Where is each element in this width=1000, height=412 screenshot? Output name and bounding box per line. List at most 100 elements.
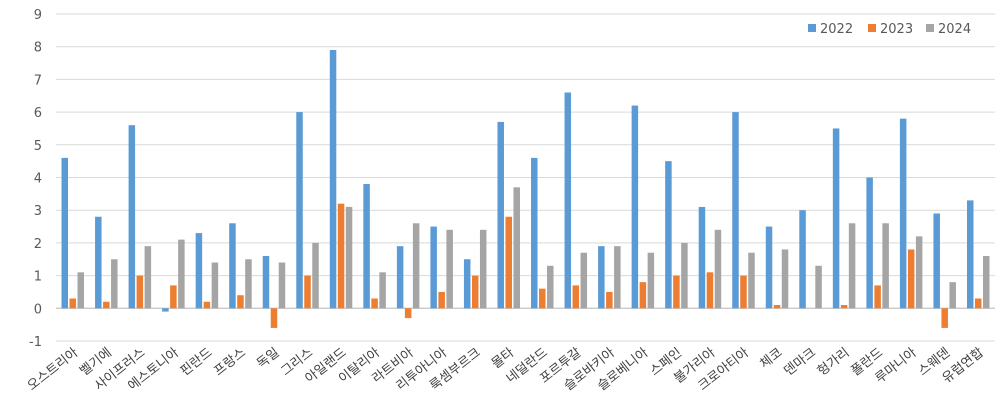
bar-2022-8 [329, 49, 337, 309]
bars [61, 49, 990, 328]
bar-2022-5 [229, 223, 236, 309]
bar-2024-9 [379, 272, 386, 309]
bar-2023-14 [539, 288, 546, 309]
bar-2024-23 [848, 223, 856, 309]
bar-2023-24 [874, 285, 881, 309]
bar-2024-15 [580, 252, 588, 309]
bar-2023-18 [673, 275, 680, 309]
bar-2022-6 [262, 255, 270, 309]
legend-swatch [868, 24, 876, 32]
bar-2022-19 [698, 206, 706, 309]
y-tick-label: 5 [34, 139, 42, 154]
bar-2024-16 [614, 246, 621, 309]
bar-2023-3 [170, 285, 177, 309]
bar-2022-3 [162, 308, 169, 312]
bar-2023-10 [404, 308, 412, 319]
bar-2022-0 [61, 157, 69, 309]
bar-2023-16 [606, 291, 613, 309]
bar-2024-1 [111, 259, 118, 309]
bar-2024-14 [547, 265, 554, 309]
y-tick-label: 2 [34, 237, 42, 252]
bar-2022-4 [195, 233, 203, 309]
bar-2024-8 [345, 206, 353, 309]
y-tick-label: 9 [34, 8, 42, 23]
bar-2022-9 [363, 184, 370, 309]
bar-2023-26 [941, 308, 948, 328]
bar-2024-12 [479, 229, 487, 309]
bar-2022-17 [631, 105, 639, 309]
bar-2024-11 [446, 229, 453, 309]
legend-label: 2023 [880, 22, 913, 37]
y-tick-label: 4 [34, 172, 42, 187]
bar-2023-7 [304, 275, 311, 309]
bar-2023-0 [69, 298, 77, 309]
y-tick-label: 7 [34, 73, 42, 88]
bar-2022-2 [128, 125, 136, 309]
y-axis: -1 0 1 2 3 4 5 6 7 8 9 [29, 8, 42, 350]
y-tick-label: 8 [34, 41, 42, 56]
bar-2023-8 [337, 203, 345, 309]
bar-2023-19 [706, 272, 714, 309]
bar-2022-16 [598, 246, 605, 309]
bar-2023-5 [237, 295, 244, 309]
bar-2024-17 [647, 252, 655, 309]
bar-2023-13 [505, 216, 512, 309]
bar-2024-19 [714, 229, 722, 309]
x-category-label: 헝가리 [815, 345, 853, 379]
legend-swatch [926, 24, 934, 32]
legend-label: 2024 [938, 22, 971, 37]
bar-2024-3 [178, 239, 185, 309]
bar-2022-23 [832, 128, 840, 309]
bar-2024-24 [882, 223, 889, 309]
bar-2022-18 [665, 161, 672, 309]
y-tick-label: -1 [29, 335, 42, 350]
bar-2024-25 [915, 236, 923, 309]
bar-2024-22 [815, 265, 822, 309]
bar-2022-7 [296, 112, 303, 309]
bar-2024-2 [144, 246, 152, 309]
bar-2022-25 [899, 118, 907, 309]
legend-label: 2022 [820, 22, 853, 37]
bar-2024-6 [278, 262, 286, 309]
bar-2023-27 [974, 298, 982, 309]
y-tick-label: 6 [34, 106, 42, 121]
bar-2024-27 [982, 255, 990, 309]
y-tick-label: 1 [34, 270, 42, 285]
bar-2023-17 [639, 282, 647, 309]
bar-2023-12 [471, 275, 479, 309]
bar-2023-2 [136, 275, 144, 309]
bar-2024-26 [949, 282, 956, 309]
bar-2024-4 [211, 262, 219, 309]
bar-2024-7 [312, 242, 319, 309]
bar-2022-21 [765, 226, 773, 309]
bar-2023-15 [572, 285, 580, 309]
bar-2024-18 [681, 242, 688, 309]
legend-swatch [808, 24, 816, 32]
bar-2024-5 [245, 259, 252, 309]
bar-2022-22 [799, 210, 806, 309]
bar-2024-10 [412, 223, 420, 309]
x-category-label: 오스트리아 [25, 345, 81, 394]
bar-2023-4 [203, 301, 211, 309]
bar-2024-21 [781, 249, 789, 309]
y-tick-label: 0 [34, 302, 42, 317]
bar-2023-20 [740, 275, 747, 309]
bar-2024-0 [77, 272, 85, 309]
bar-2022-1 [95, 216, 102, 309]
bar-2022-15 [564, 92, 572, 309]
legend: 2022 2023 2024 [808, 22, 971, 37]
bar-2022-10 [396, 246, 404, 309]
bar-2023-11 [438, 291, 445, 309]
bar-2024-20 [748, 252, 755, 309]
y-tick-label: 3 [34, 204, 42, 219]
bar-2022-26 [933, 213, 940, 309]
bar-2022-12 [463, 259, 471, 309]
bar-2022-24 [866, 177, 873, 309]
x-category-label: 핀란드 [178, 345, 216, 379]
bar-2022-20 [732, 112, 739, 309]
bar-2022-27 [966, 200, 974, 309]
bar-2023-6 [270, 308, 278, 328]
